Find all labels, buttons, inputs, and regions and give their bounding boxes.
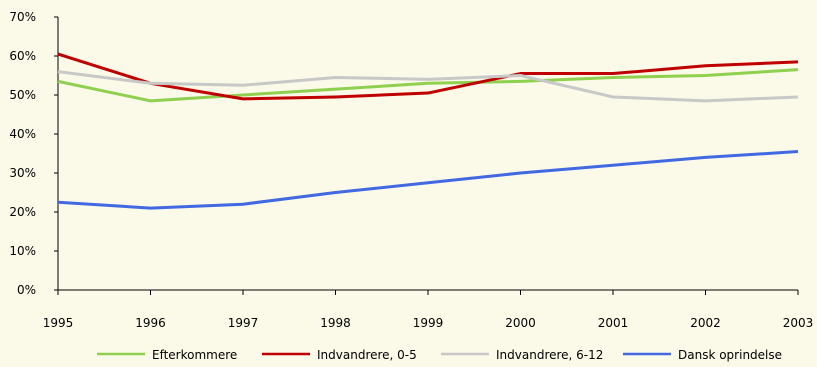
series-lines — [57, 52, 799, 210]
series-line-3 — [57, 150, 799, 210]
y-tick-label: 10% — [9, 244, 36, 258]
x-tick-label: 2002 — [690, 316, 721, 330]
x-axis: 1995 1996 1997 1998 1999 2000 2001 2002 2003 — [43, 289, 814, 330]
legend-label: Dansk oprindelse — [678, 348, 782, 362]
x-tick-label: 1997 — [228, 316, 259, 330]
x-tick-label: 2003 — [783, 316, 814, 330]
legend-label: Efterkommere — [152, 348, 237, 362]
legend: Efterkommere Indvandrere, 0-5 Indvandrere,… — [97, 348, 782, 362]
legend-label: Indvandrere, 0-5 — [317, 348, 417, 362]
series-line-0 — [57, 68, 799, 103]
y-tick-label: 50% — [9, 88, 36, 102]
x-tick-label: 1999 — [413, 316, 444, 330]
y-tick-label: 40% — [9, 127, 36, 141]
x-tick-label: 1998 — [320, 316, 351, 330]
y-tick-label: 60% — [9, 49, 36, 63]
series-line-1 — [57, 52, 799, 101]
y-tick-label: 20% — [9, 205, 36, 219]
series-line-2 — [57, 70, 799, 103]
x-tick-label: 2000 — [505, 316, 536, 330]
y-tick-label: 0% — [17, 283, 36, 297]
x-tick-label: 1995 — [43, 316, 74, 330]
legend-label: Indvandrere, 6-12 — [496, 348, 603, 362]
y-tick-label: 70% — [9, 10, 36, 24]
x-tick-label: 1996 — [135, 316, 166, 330]
y-axis: 0% 10% 20% 30% 40% 50% 60% 70% — [9, 10, 59, 297]
y-tick-label: 30% — [9, 166, 36, 180]
x-tick-label: 2001 — [598, 316, 629, 330]
